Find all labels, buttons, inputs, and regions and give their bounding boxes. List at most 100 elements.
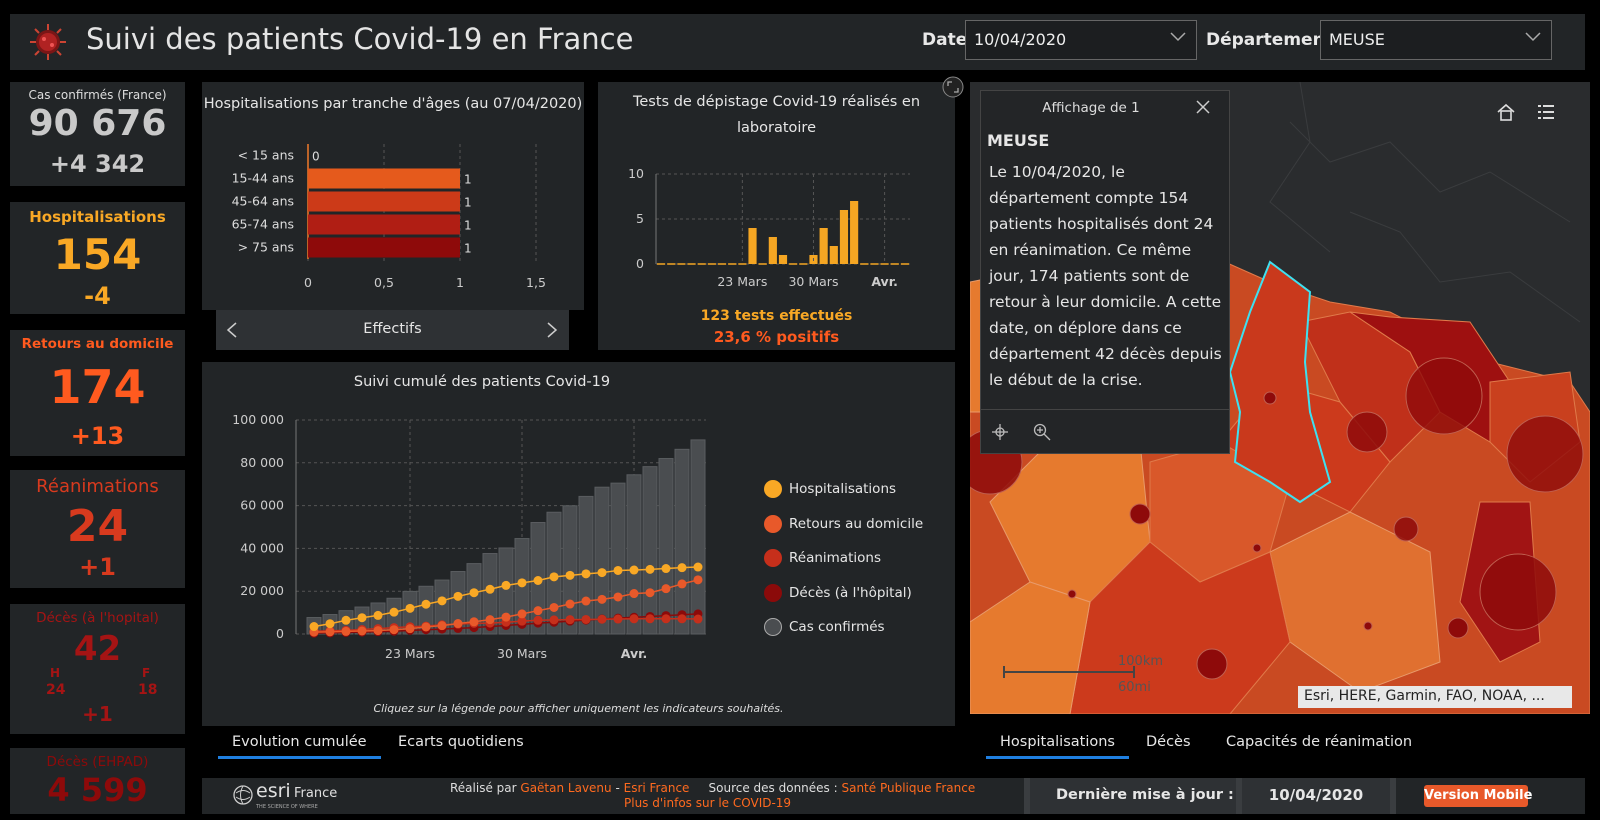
age-chart-value-label: 0 bbox=[312, 150, 320, 164]
tab-deces[interactable]: Décès bbox=[1146, 734, 1191, 750]
footer-update-value: 10/04/2020 bbox=[1268, 786, 1364, 804]
cumul-chart-point bbox=[405, 624, 415, 634]
department-select-value: MEUSE bbox=[1329, 30, 1385, 49]
home-icon[interactable] bbox=[1496, 102, 1516, 122]
cumul-chart-point bbox=[373, 626, 383, 636]
kpi-hospitalisations: Hospitalisations 154 -4 bbox=[10, 202, 185, 314]
tests-chart-xtick: Avr. bbox=[871, 274, 898, 289]
cumul-chart-point bbox=[517, 609, 527, 619]
pan-icon[interactable] bbox=[991, 423, 1009, 441]
cumul-chart-point bbox=[677, 579, 687, 589]
virus-logo-icon bbox=[30, 24, 66, 60]
cumul-chart-point bbox=[469, 588, 479, 598]
cumul-chart-bar bbox=[626, 474, 642, 635]
cumul-chart-point bbox=[437, 621, 447, 631]
footer-more-info-link[interactable]: Plus d'infos sur le COVID-19 bbox=[624, 796, 792, 810]
age-chart-category-label: 15-44 ans bbox=[232, 171, 294, 186]
map-symbols bbox=[970, 357, 1584, 680]
version-mobile-button[interactable]: Version Mobile bbox=[1424, 785, 1532, 807]
age-chart-value-label: 1 bbox=[464, 173, 472, 187]
cumul-chart-bar bbox=[594, 486, 610, 635]
cumul-chart-point bbox=[597, 594, 607, 604]
footer-made-by-label: Réalisé par bbox=[450, 781, 517, 795]
kpi-value: 24 bbox=[66, 501, 129, 552]
cumul-chart-point bbox=[389, 625, 399, 635]
cumul-chart-point bbox=[549, 572, 559, 582]
age-chart-title: Hospitalisations par tranche d'âges (au … bbox=[203, 96, 583, 112]
tab-evolution-cumulee[interactable]: Evolution cumulée bbox=[218, 734, 381, 759]
footer-source-label: Source des données : bbox=[708, 781, 838, 795]
kpi-cas-confirmes: Cas confirmés (France) 90 676 +4 342 bbox=[10, 82, 185, 186]
age-chart-xtick: 1 bbox=[456, 275, 464, 290]
cumul-chart-point bbox=[341, 615, 351, 625]
cumul-chart-point bbox=[517, 578, 527, 588]
map-selected-meuse[interactable] bbox=[1228, 260, 1332, 504]
age-chart-category-label: > 75 ans bbox=[238, 240, 294, 255]
legend-label: Décès (à l'hôpital) bbox=[789, 584, 912, 601]
footer-author-link[interactable]: Gaëtan Lavenu bbox=[520, 781, 612, 795]
kpi-delta: +4 342 bbox=[49, 150, 146, 178]
cumul-chart-point bbox=[309, 622, 319, 632]
tab-capacites-reanimation[interactable]: Capacités de réanimation bbox=[1226, 734, 1413, 750]
expand-icon[interactable] bbox=[942, 76, 964, 98]
footer-update-box: Dernière mise à jour : bbox=[1024, 778, 1238, 814]
cumul-chart-point bbox=[325, 619, 335, 629]
cumul-chart-xtick: Avr. bbox=[621, 646, 648, 661]
legend-item[interactable]: Réanimations bbox=[764, 541, 954, 576]
cumul-chart-point bbox=[613, 614, 623, 624]
age-chart-bar bbox=[308, 168, 460, 189]
footer-source-link[interactable]: Santé Publique France bbox=[841, 781, 976, 795]
kpi-label: Décès (à l'hopital) bbox=[36, 610, 159, 626]
cumul-chart-point bbox=[581, 596, 591, 606]
footer-org-link[interactable]: Esri France bbox=[623, 781, 690, 795]
cumul-chart-point bbox=[453, 619, 463, 629]
zoom-in-icon[interactable] bbox=[1033, 423, 1051, 441]
age-chart-xtick: 0 bbox=[304, 275, 312, 290]
cumul-chart-point bbox=[485, 584, 495, 594]
cumul-chart-point bbox=[453, 591, 463, 601]
footer-separator: - bbox=[611, 781, 624, 795]
tab-ecarts-quotidiens[interactable]: Ecarts quotidiens bbox=[398, 734, 524, 750]
popup-body: Le 10/04/2020, le département compte 154… bbox=[989, 163, 1222, 389]
chevron-right-icon[interactable] bbox=[546, 322, 558, 338]
close-icon[interactable] bbox=[1195, 99, 1211, 115]
esri-brand: esri bbox=[256, 780, 291, 802]
kpi-h-value: 24 bbox=[46, 682, 66, 698]
cumul-chart-point bbox=[693, 562, 703, 572]
tests-chart-ytick: 5 bbox=[636, 211, 644, 226]
legend-item[interactable]: Hospitalisations bbox=[764, 472, 954, 507]
date-select[interactable]: 10/04/2020 bbox=[965, 20, 1197, 60]
cumul-chart-point bbox=[597, 614, 607, 624]
legend-label: Hospitalisations bbox=[789, 481, 897, 498]
cumul-chart-point bbox=[629, 589, 639, 599]
kpi-label: Réanimations bbox=[36, 476, 159, 497]
kpi-reanimations: Réanimations 24 +1 bbox=[10, 470, 185, 588]
chevron-left-icon[interactable] bbox=[226, 322, 238, 338]
tests-summary-positive: 23,6 % positifs bbox=[713, 328, 840, 346]
list-icon[interactable] bbox=[1536, 102, 1556, 122]
kpi-f-label: F bbox=[142, 666, 151, 680]
age-chart-category-label: 45-64 ans bbox=[232, 194, 294, 209]
legend-item[interactable]: Décès (à l'hôpital) bbox=[764, 576, 954, 611]
cumul-chart-xtick: 30 Mars bbox=[497, 646, 547, 661]
department-label: Département: bbox=[1206, 30, 1340, 50]
cumul-chart-ytick: 0 bbox=[276, 626, 284, 641]
map-department[interactable] bbox=[970, 581, 1091, 714]
cumul-chart-point bbox=[501, 612, 511, 622]
tests-chart-panel: Tests de dépistage Covid-19 réalisés en … bbox=[598, 82, 955, 350]
cumul-chart-point bbox=[581, 569, 591, 579]
tab-hospitalisations[interactable]: Hospitalisations bbox=[986, 734, 1129, 759]
cumul-chart-point bbox=[645, 588, 655, 598]
tests-chart-bar bbox=[839, 210, 849, 264]
kpi-label: Hospitalisations bbox=[29, 208, 166, 226]
legend-swatch bbox=[764, 583, 782, 602]
legend-item[interactable]: Cas confirmés bbox=[764, 610, 954, 645]
cumul-chart-point bbox=[661, 614, 671, 624]
legend-swatch bbox=[764, 618, 782, 637]
cumul-chart-point bbox=[581, 614, 591, 624]
legend-swatch bbox=[764, 480, 782, 499]
legend-item[interactable]: Retours au domicile bbox=[764, 507, 954, 542]
cumul-chart-point bbox=[645, 614, 655, 624]
footer-update-label: Dernière mise à jour : bbox=[1056, 787, 1234, 803]
department-select[interactable]: MEUSE bbox=[1320, 20, 1552, 60]
